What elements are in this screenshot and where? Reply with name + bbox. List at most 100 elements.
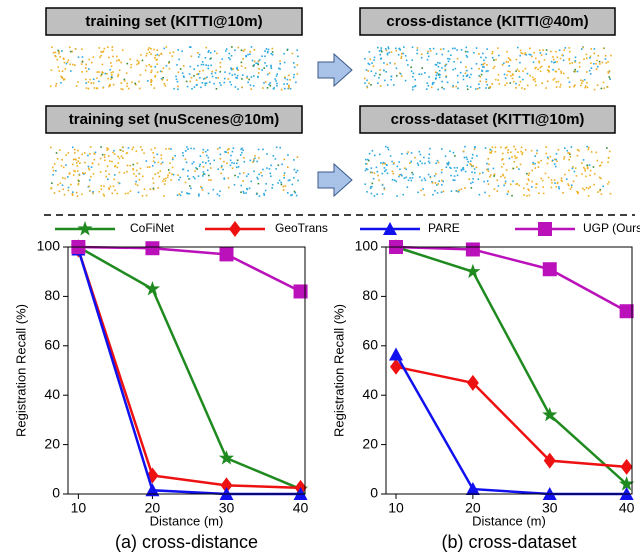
point	[392, 179, 394, 181]
point	[412, 177, 414, 179]
legend-marker	[538, 222, 552, 236]
point	[542, 186, 544, 188]
point	[163, 67, 165, 69]
point	[428, 56, 430, 58]
point	[72, 64, 74, 66]
point	[246, 76, 248, 78]
point	[266, 153, 268, 155]
point	[463, 79, 465, 81]
point	[394, 63, 396, 65]
point	[129, 165, 131, 167]
point	[364, 183, 366, 185]
point	[595, 63, 597, 65]
point	[419, 151, 421, 153]
point	[427, 85, 429, 87]
point	[401, 75, 403, 77]
point	[586, 82, 588, 84]
point	[504, 177, 506, 179]
point	[177, 174, 179, 176]
point	[601, 88, 603, 90]
point	[274, 78, 276, 80]
point	[290, 88, 292, 90]
point	[178, 71, 180, 73]
point	[502, 158, 504, 160]
point	[523, 187, 525, 189]
point	[560, 72, 562, 74]
point	[208, 65, 210, 67]
point	[230, 165, 232, 167]
point	[219, 82, 221, 84]
point	[286, 83, 288, 85]
point	[399, 174, 401, 176]
point	[154, 57, 156, 59]
point	[554, 182, 556, 184]
point	[112, 192, 114, 194]
point	[169, 52, 171, 54]
point	[159, 170, 161, 172]
point	[96, 87, 98, 89]
point	[567, 77, 569, 79]
point	[560, 58, 562, 60]
point	[293, 77, 295, 79]
point	[381, 51, 383, 53]
point	[164, 85, 166, 87]
point	[609, 78, 611, 80]
point	[457, 58, 459, 60]
point	[66, 63, 68, 65]
point	[189, 193, 191, 195]
point	[243, 192, 245, 194]
point	[59, 191, 61, 193]
point	[189, 73, 191, 75]
point	[189, 66, 191, 68]
point	[113, 84, 115, 86]
point	[214, 51, 216, 53]
point	[60, 82, 62, 84]
point	[529, 54, 531, 56]
point	[514, 155, 516, 157]
point	[551, 179, 553, 181]
point	[428, 161, 430, 163]
point	[91, 166, 93, 168]
point	[130, 67, 132, 69]
point	[581, 173, 583, 175]
point	[506, 82, 508, 84]
point	[198, 175, 200, 177]
point	[470, 74, 472, 76]
point	[255, 62, 257, 64]
point	[205, 57, 207, 59]
point	[146, 53, 148, 55]
point	[558, 149, 560, 151]
point	[586, 54, 588, 56]
point	[246, 77, 248, 79]
point	[182, 155, 184, 157]
point	[73, 159, 75, 161]
point	[400, 57, 402, 59]
point	[364, 78, 366, 80]
point	[576, 175, 578, 177]
point	[116, 60, 118, 62]
point	[377, 82, 379, 84]
point	[405, 169, 407, 171]
point	[147, 80, 149, 82]
point	[70, 70, 72, 72]
point	[508, 65, 510, 67]
point	[598, 55, 600, 57]
point	[485, 87, 487, 89]
point	[452, 48, 454, 50]
point	[264, 55, 266, 57]
point	[162, 180, 164, 182]
point	[522, 79, 524, 81]
point	[493, 59, 495, 61]
point	[222, 169, 224, 171]
point	[190, 46, 192, 48]
point	[419, 176, 421, 178]
point	[518, 185, 520, 187]
point	[221, 58, 223, 60]
point	[550, 51, 552, 53]
point	[217, 148, 219, 150]
point	[276, 75, 278, 77]
point	[160, 163, 162, 165]
point	[603, 82, 605, 84]
point	[167, 177, 169, 179]
point	[571, 184, 573, 186]
